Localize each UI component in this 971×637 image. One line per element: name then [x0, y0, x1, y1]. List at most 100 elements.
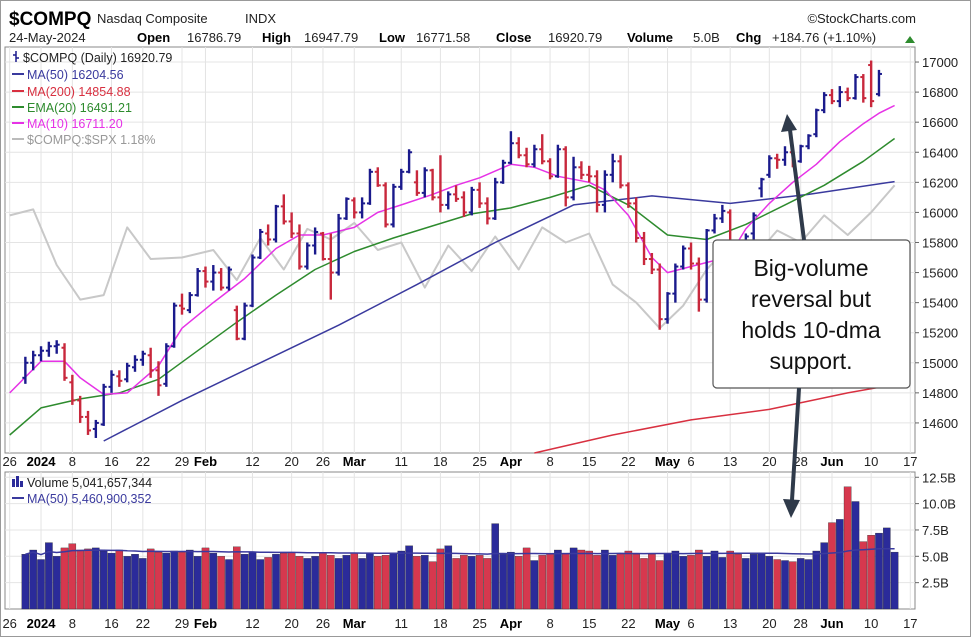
price-bar [562, 146, 569, 207]
volume-bar [499, 554, 507, 610]
legend-rel: $COMPQ:$SPX 1.18% [12, 133, 156, 147]
price-bar [437, 155, 444, 213]
price-bar [124, 362, 131, 383]
price-bar [280, 194, 287, 225]
volume-bar [828, 522, 836, 610]
annotation-line-2: reversal but [751, 286, 872, 312]
price-bar [421, 167, 428, 198]
price-bar [257, 228, 264, 260]
x-tick-label: 28 [793, 454, 807, 469]
price-tick-label: 14800 [922, 386, 958, 401]
price-bar [288, 212, 295, 238]
x-tick-label: 20 [284, 616, 298, 631]
volume-bar [796, 558, 805, 610]
volume-bar [679, 556, 687, 610]
volume-bar [467, 556, 476, 610]
price-bar [609, 153, 616, 183]
volume-bar [546, 552, 554, 610]
volume-bars-layer [21, 486, 899, 610]
price-bar [390, 183, 397, 228]
price-bar [468, 186, 475, 216]
volume-bar [186, 549, 194, 610]
volume-bar [178, 551, 186, 610]
volume-bar [381, 555, 390, 610]
x-tick-label: 2024 [27, 616, 57, 631]
volume-bar [742, 558, 750, 610]
x-tick-label: May [655, 454, 681, 469]
annotation-line-3: holds 10-dma [741, 317, 881, 343]
volume-bar [687, 555, 695, 610]
price-bar [163, 343, 170, 387]
price-bar [875, 69, 882, 97]
price-bar [507, 131, 514, 165]
price-bar [868, 60, 875, 108]
legend-volume-text: Volume 5,041,657,344 [27, 476, 152, 490]
volume-bar [327, 555, 335, 610]
volume-bar [154, 551, 163, 610]
x-tick-label: Jun [820, 616, 843, 631]
legend-ema20: EMA(20) 16491.21 [12, 101, 132, 115]
price-tick-label: 15600 [922, 266, 958, 281]
price-bar [852, 74, 859, 100]
price-bar [601, 170, 608, 213]
price-bar [782, 146, 788, 166]
price-tick-label: 15800 [922, 235, 958, 250]
price-bar [750, 212, 757, 240]
open-value: 16786.79 [187, 30, 241, 45]
volume-bar [52, 556, 61, 610]
x-tick-label: 10 [864, 454, 878, 469]
price-bar [695, 257, 702, 312]
volume-bar [820, 542, 828, 610]
volume-bar [444, 545, 453, 610]
legend-rel-text: $COMPQ:$SPX 1.18% [27, 133, 156, 147]
x-tick-label: 2024 [27, 454, 57, 469]
price-tick-label: 15200 [922, 326, 958, 341]
price-bar [139, 350, 146, 366]
x-tick-label: 17 [903, 616, 917, 631]
volume-bar [21, 554, 30, 610]
volume-bar [718, 557, 727, 610]
price-bar [92, 419, 99, 438]
price-bar [711, 213, 718, 234]
price-bar [296, 224, 303, 270]
volume-bar [248, 551, 257, 610]
volume-tick-label: 7.5B [922, 523, 949, 538]
price-bar [85, 410, 92, 435]
volume-bar [272, 554, 280, 610]
x-tick-label: 16 [104, 616, 118, 631]
x-tick-label: 28 [793, 616, 807, 631]
date-label: 24-May-2024 [9, 30, 86, 45]
volume-bar [240, 554, 249, 610]
volume-bar [773, 559, 781, 610]
volume-bar [554, 549, 562, 610]
price-bar [366, 168, 373, 205]
volume-bar [366, 552, 374, 610]
volume-bar [843, 486, 852, 610]
legend-ma50: MA(50) 16204.56 [12, 68, 124, 82]
price-bar [61, 343, 68, 381]
volume-bar [702, 556, 711, 610]
price-bar [633, 197, 640, 243]
price-bar [304, 242, 311, 270]
price-bar [351, 197, 358, 219]
price-tick-label: 17000 [922, 55, 958, 70]
volume-bar [193, 556, 202, 610]
volume-bar [201, 547, 210, 610]
x-tick-label: 11 [395, 616, 409, 631]
volume-bar [585, 550, 593, 610]
volume-bar [475, 555, 484, 610]
volume-bar [538, 555, 546, 610]
volume-bar [60, 547, 69, 610]
volume-axis: 2.5B 5.0B 7.5B 10.0B 12.5B [915, 470, 956, 591]
x-tick-label: 20 [762, 454, 776, 469]
volume-bar [303, 558, 312, 610]
exchange-label: INDX [245, 11, 276, 26]
price-bar [703, 228, 710, 303]
volume-bar [710, 550, 719, 610]
price-bar [53, 340, 60, 354]
volume-ma-layer [25, 548, 895, 556]
price-bar [374, 167, 381, 187]
price-bar [844, 87, 851, 102]
arrow-up-shaft [788, 129, 806, 241]
price-bar [539, 134, 546, 165]
